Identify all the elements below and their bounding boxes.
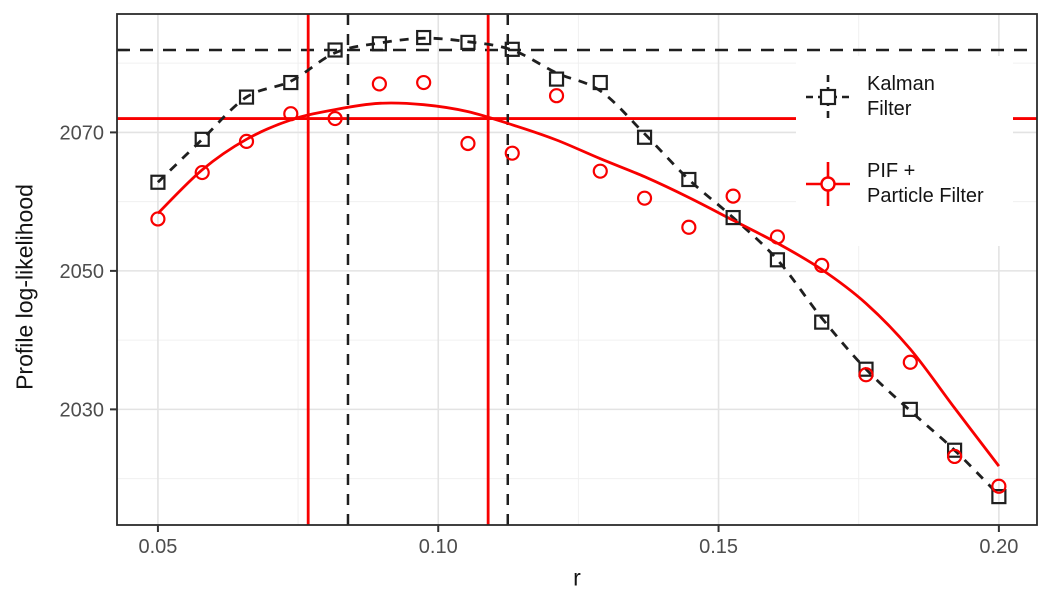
pif-point-circle <box>238 133 255 150</box>
pif-key-circle-icon <box>820 176 836 192</box>
pif-point-circle <box>371 76 387 92</box>
kalman-point-square <box>769 252 786 268</box>
x-tick-label: 0.20 <box>979 536 1018 558</box>
x-tick-label: 0.05 <box>138 536 177 558</box>
pif-point-circle <box>460 135 476 152</box>
kalman-point-square <box>150 174 166 190</box>
kalman-point-square <box>416 29 432 46</box>
kalman-point-square <box>548 71 565 87</box>
pif-point-circle <box>416 74 432 91</box>
y-tick-label: 2050 <box>60 261 105 283</box>
legend: Kalman Filter PIF + Particle Filter <box>796 56 1013 246</box>
kalman-point-square <box>902 401 918 417</box>
kalman-key-square-icon <box>819 88 837 106</box>
pif-point-circle <box>946 448 963 465</box>
kalman-point-square <box>725 209 741 226</box>
pif-point-circle <box>504 145 520 161</box>
kalman-point-square <box>946 442 963 458</box>
y-tick-label: 2070 <box>60 122 105 144</box>
kalman-point-square <box>636 129 653 145</box>
pif-legend-key-icon <box>806 162 850 206</box>
pif-point-circle <box>194 164 210 181</box>
pif-point-circle <box>902 354 918 370</box>
kalman-point-square <box>858 361 874 377</box>
y-tick-label: 2030 <box>60 399 105 421</box>
pif-point-circle <box>327 110 343 127</box>
pif-point-circle <box>991 478 1007 494</box>
kalman-point-square <box>460 34 476 50</box>
kalman-point-square <box>814 314 830 330</box>
axis-ticks: 0.05 0.10 0.15 0.20 2030 2050 2070 <box>60 122 1019 558</box>
legend-label-kalman: Kalman Filter <box>867 73 935 120</box>
pif-point-circle <box>283 106 299 122</box>
pif-point-circle <box>858 367 874 383</box>
kalman-point-square <box>194 131 210 147</box>
x-tick-label: 0.15 <box>699 536 738 558</box>
kalman-point-square <box>371 36 387 52</box>
legend-label-pif: PIF + Particle Filter <box>867 160 984 207</box>
pif-point-circle <box>681 219 697 235</box>
legend-item-kalman: Kalman Filter <box>806 72 935 122</box>
legend-item-pif: PIF + Particle Filter <box>806 159 984 209</box>
panel-border <box>116 13 1038 526</box>
pif-point-circle <box>592 163 608 179</box>
kalman-point-square <box>681 171 697 188</box>
x-axis-title: r <box>573 564 581 591</box>
kalman-points <box>150 29 1007 505</box>
pif-point-circle <box>725 188 741 204</box>
x-tick-label: 0.10 <box>419 536 458 558</box>
pif-point-circle <box>150 211 166 227</box>
kalman-point-square <box>283 74 299 91</box>
kalman-point-square <box>504 41 520 57</box>
pif-points <box>150 74 1007 494</box>
y-axis-title: Profile log-likelihood <box>11 184 38 390</box>
pif-point-circle <box>814 257 830 273</box>
kalman-point-square <box>327 42 343 58</box>
kalman-legend-key-icon <box>806 75 850 119</box>
pif-point-circle <box>636 190 653 206</box>
kalman-point-square <box>238 89 255 105</box>
kalman-point-square <box>592 74 608 91</box>
kalman-point-square <box>991 489 1007 505</box>
pif-point-circle <box>548 88 565 104</box>
pif-point-circle <box>769 229 786 245</box>
